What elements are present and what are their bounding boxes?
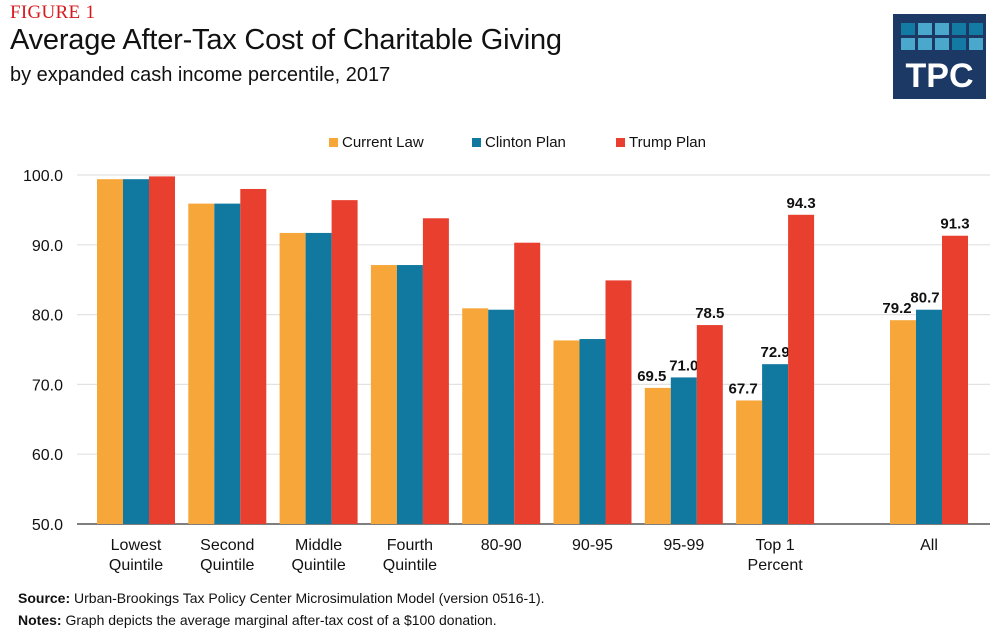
bar-clinton-plan [916,309,942,524]
legend-label-clinton-plan: Clinton Plan [485,134,566,151]
bar-current-law [736,400,763,524]
bar-clinton-plan [123,179,149,525]
bar-current-law [462,308,489,524]
bar-trump-plan [240,188,267,524]
data-label: 69.5 [637,368,666,385]
figure-label: FIGURE 1 [10,2,96,23]
bar-clinton-plan [762,364,789,524]
bar-current-law [97,179,123,525]
data-label: 72.9 [760,344,789,361]
legend-item-clinton-plan: Clinton Plan [472,134,566,151]
data-label: 78.5 [695,305,724,322]
bar-trump-plan [422,218,449,524]
x-tick-label: Fourth [387,537,433,554]
bar-clinton-plan [214,203,241,525]
x-tick-label: Quintile [109,557,163,574]
y-tick-label: 100.0 [23,168,63,185]
source-text: Urban-Brookings Tax Policy Center Micros… [70,590,545,606]
x-tick-label: Lowest [111,537,162,554]
tpc-logo: TPC [893,14,986,99]
x-tick-label: Quintile [383,557,437,574]
x-tick-label: 90-95 [572,537,613,554]
x-tick-label: Top 1 [756,537,795,554]
data-label: 91.3 [940,216,969,233]
legend-label-trump-plan: Trump Plan [629,134,706,151]
logo-cell [935,23,949,35]
x-tick-label: Quintile [200,557,254,574]
bar-clinton-plan [579,339,606,524]
y-tick-label: 90.0 [32,238,63,255]
bar-current-law [370,265,397,524]
data-label: 94.3 [786,195,815,212]
legend-item-current-law: Current Law [329,134,424,151]
y-tick-label: 50.0 [32,517,63,534]
bar-trump-plan [696,325,723,524]
bar-current-law [553,340,580,524]
legend-item-trump-plan: Trump Plan [616,134,706,151]
data-label: 67.7 [728,380,757,397]
notes-label: Notes: [18,612,62,628]
bar-clinton-plan [488,309,515,524]
chart-title: Average After-Tax Cost of Charitable Giv… [10,24,562,56]
legend: Current Law Clinton Plan Trump Plan [0,134,1005,152]
source-label: Source: [18,590,71,606]
bar-trump-plan [331,200,358,525]
bar-current-law [890,320,916,524]
logo-cell [901,38,915,50]
legend-swatch-clinton-plan [472,138,481,147]
data-label: 79.2 [882,300,911,317]
chart-subtitle: by expanded cash income percentile, 2017 [10,64,391,86]
logo-cell [952,38,966,50]
bar-trump-plan [605,280,632,524]
legend-swatch-current-law [329,138,338,147]
x-tick-label: Second [200,537,254,554]
x-tick-label: All [920,537,938,554]
bar-trump-plan [149,176,175,524]
legend-label-current-law: Current Law [342,134,424,151]
bar-clinton-plan [305,232,332,524]
logo-grid-icon [901,23,983,50]
logo-cell [969,23,983,35]
logo-cell [918,23,932,35]
x-tick-label: 80-90 [481,537,522,554]
logo-cell [901,23,915,35]
bar-clinton-plan [396,265,423,524]
bar-current-law [188,203,215,525]
logo-cell [918,38,932,50]
x-tick-label: 95-99 [663,537,704,554]
x-tick-label: Middle [295,537,342,554]
x-tick-label: Quintile [291,557,345,574]
bar-trump-plan [514,242,541,524]
legend-swatch-trump-plan [616,138,625,147]
bar-trump-plan [942,235,968,524]
logo-text: TPC [905,57,974,95]
logo-cell [952,23,966,35]
bar-current-law [644,387,671,524]
notes-text: Graph depicts the average marginal after… [61,612,497,628]
source-note: Source: Urban-Brookings Tax Policy Cente… [18,590,545,606]
x-tick-label: Percent [748,557,804,574]
logo-cell [969,38,983,50]
y-tick-label: 80.0 [32,308,63,325]
logo-cell [935,38,949,50]
data-label: 71.0 [669,357,698,374]
y-tick-label: 60.0 [32,447,63,464]
notes-note: Notes: Graph depicts the average margina… [18,612,497,628]
data-label: 80.7 [910,290,939,307]
bar-trump-plan [788,214,815,524]
y-tick-label: 70.0 [32,377,63,394]
bar-current-law [279,232,306,524]
bar-clinton-plan [670,377,697,524]
